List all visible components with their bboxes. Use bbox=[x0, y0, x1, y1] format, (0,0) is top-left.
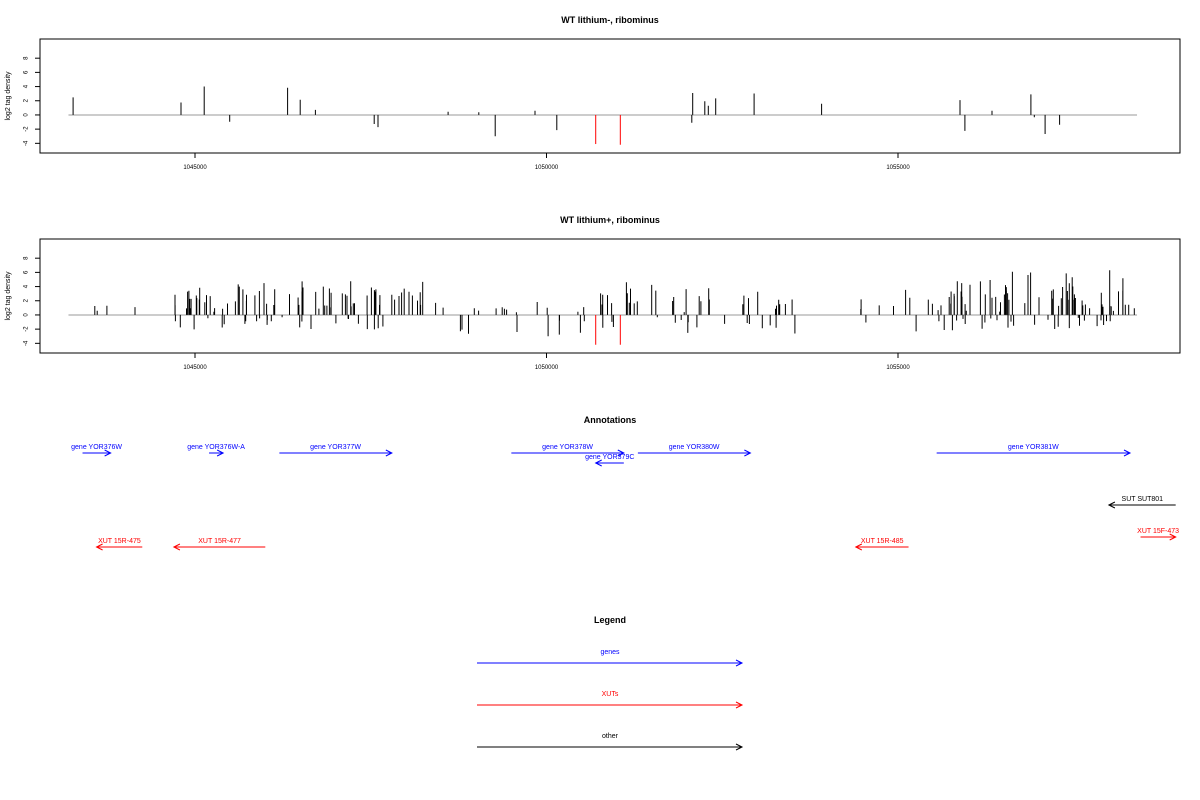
legend-panel: Legend genes XUTs other bbox=[477, 615, 744, 751]
x-tick-label: 1050000 bbox=[535, 165, 559, 171]
annotation-feature: XUT 15R-475 bbox=[95, 538, 143, 551]
y-tick-label: -4 bbox=[24, 140, 30, 146]
feature-label: gene YOR381W bbox=[1008, 444, 1059, 451]
y-axis: -4 -2 0 2 4 6 8 bbox=[24, 256, 41, 346]
y-tick-label: 2 bbox=[24, 298, 30, 302]
x-axis: 1045000 1050000 1055000 bbox=[183, 353, 910, 371]
y-tick-label: 0 bbox=[24, 313, 30, 317]
annotation-feature: gene YOR381W bbox=[936, 444, 1132, 457]
feature-arrowhead bbox=[594, 459, 602, 467]
signal-bars bbox=[72, 86, 1061, 137]
feature-label: XUT 15R-485 bbox=[861, 538, 904, 545]
legend-arrowhead bbox=[735, 701, 744, 709]
y-tick-label: 6 bbox=[24, 270, 30, 274]
legend-item: XUTs bbox=[477, 691, 744, 709]
plot-frame bbox=[39, 38, 1181, 154]
legend-item: genes bbox=[477, 649, 744, 667]
feature-arrowhead bbox=[172, 543, 181, 551]
annotation-feature: SUT SUT801 bbox=[1107, 496, 1176, 509]
annotations-panel: Annotations gene YOR376W gene YOR376W-A ge… bbox=[71, 415, 1179, 551]
y-tick-label: -2 bbox=[24, 326, 30, 332]
feature-label: XUT 15R-475 bbox=[98, 538, 141, 545]
annotation-feature: gene YOR380W bbox=[637, 444, 752, 457]
feature-arrowhead bbox=[744, 449, 752, 457]
legend-title: Legend bbox=[594, 615, 626, 625]
legend-label: other bbox=[602, 733, 619, 740]
annotation-feature: gene YOR378W bbox=[511, 444, 625, 457]
annotation-feature: gene YOR379C bbox=[585, 454, 634, 467]
y-tick-label: 8 bbox=[24, 256, 30, 260]
y-axis-label: log2 tag density bbox=[5, 271, 12, 321]
annotation-features: gene YOR376W gene YOR376W-A gene YOR377W ge… bbox=[71, 444, 1179, 551]
y-tick-label: 6 bbox=[24, 70, 30, 74]
bars-group bbox=[72, 86, 1061, 145]
annotations-title: Annotations bbox=[584, 415, 637, 425]
feature-label: gene YOR376W-A bbox=[187, 444, 245, 451]
legend-item: other bbox=[477, 733, 744, 751]
annotation-feature: XUT 15F-473 bbox=[1137, 528, 1179, 541]
panel-title: WT lithium-, ribominus bbox=[561, 15, 659, 25]
x-axis: 1045000 1050000 1055000 bbox=[183, 153, 910, 171]
feature-label: gene YOR379C bbox=[585, 454, 634, 461]
feature-arrowhead bbox=[1123, 449, 1132, 457]
y-axis-label: log2 tag density bbox=[5, 71, 12, 121]
feature-label: gene YOR376W bbox=[71, 444, 122, 451]
x-tick-label: 1055000 bbox=[886, 365, 910, 371]
x-tick-label: 1050000 bbox=[535, 365, 559, 371]
annotation-feature: gene YOR377W bbox=[279, 444, 393, 457]
legend-label: genes bbox=[600, 649, 620, 656]
annotation-feature: gene YOR376W bbox=[71, 444, 122, 457]
feature-label: SUT SUT801 bbox=[1122, 496, 1164, 503]
panel-title: WT lithium+, ribominus bbox=[560, 215, 660, 225]
y-tick-label: 8 bbox=[24, 56, 30, 60]
feature-label: gene YOR378W bbox=[542, 444, 593, 451]
legend-label: XUTs bbox=[602, 691, 619, 698]
feature-arrowhead bbox=[385, 449, 393, 457]
feature-arrowhead bbox=[617, 449, 625, 457]
track-panel-lithium-plus: WT lithium+, ribominus -4 -2 0 2 4 6 8 1045000… bbox=[5, 215, 1181, 371]
x-tick-label: 1045000 bbox=[183, 165, 207, 171]
feature-arrowhead bbox=[216, 449, 225, 457]
signal-bars bbox=[94, 270, 1135, 337]
feature-label: XUT 15R-477 bbox=[198, 538, 241, 545]
feature-label: gene YOR377W bbox=[310, 444, 361, 451]
annotation-feature: gene YOR376W-A bbox=[187, 444, 245, 457]
x-tick-label: 1055000 bbox=[886, 165, 910, 171]
feature-arrowhead bbox=[1107, 501, 1116, 509]
track-panel-lithium-minus: WT lithium-, ribominus -4 -2 0 2 4 6 8 1045000… bbox=[5, 15, 1181, 171]
legend-arrowhead bbox=[735, 659, 744, 667]
plot-frame bbox=[39, 238, 1181, 354]
annotation-feature: XUT 15R-485 bbox=[854, 538, 909, 551]
y-tick-label: -4 bbox=[24, 340, 30, 346]
feature-label: XUT 15F-473 bbox=[1137, 528, 1179, 535]
legend-arrowhead bbox=[735, 743, 744, 751]
y-tick-label: -2 bbox=[24, 126, 30, 132]
feature-arrowhead bbox=[854, 543, 863, 551]
x-tick-label: 1045000 bbox=[183, 365, 207, 371]
bars-group bbox=[94, 270, 1135, 345]
y-tick-label: 2 bbox=[24, 98, 30, 102]
y-tick-label: 4 bbox=[24, 84, 30, 88]
feature-arrowhead bbox=[104, 449, 112, 457]
feature-arrowhead bbox=[1169, 533, 1177, 541]
legend-items: genes XUTs other bbox=[477, 649, 744, 751]
feature-label: gene YOR380W bbox=[669, 444, 720, 451]
y-axis: -4 -2 0 2 4 6 8 bbox=[24, 56, 41, 146]
annotation-feature: XUT 15R-477 bbox=[172, 538, 266, 551]
feature-arrowhead bbox=[95, 543, 103, 551]
y-tick-label: 0 bbox=[24, 113, 30, 117]
y-tick-label: 4 bbox=[24, 284, 30, 288]
